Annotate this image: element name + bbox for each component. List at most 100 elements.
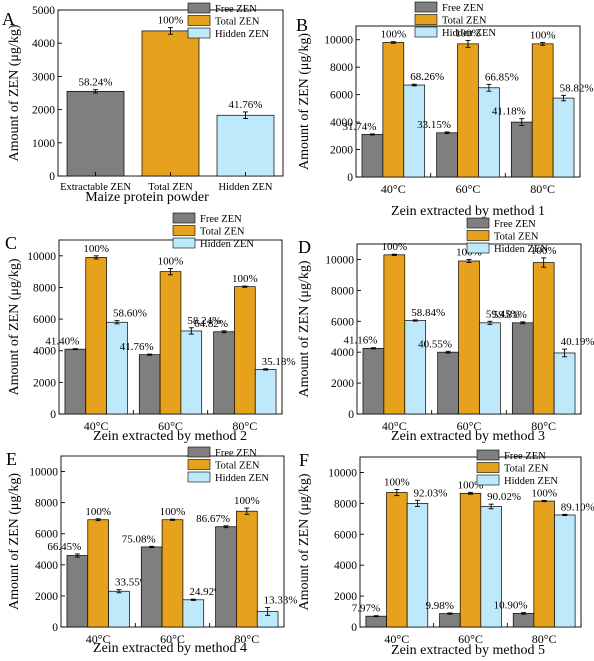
legend-swatch-total: [187, 15, 211, 26]
x-axis-label: Zein extracted by method 1: [391, 204, 545, 219]
y-tick-label: 2000: [35, 591, 58, 603]
x-tick-label: 80°C: [531, 419, 556, 433]
y-tick-label: 0: [348, 409, 354, 421]
bar-free: [140, 546, 163, 628]
data-label: 35.18%: [262, 356, 296, 368]
bar-total: [234, 286, 256, 415]
x-tick-label: 60°C: [457, 419, 482, 433]
data-label: 89.10%: [561, 501, 594, 513]
data-label: 7.97%: [352, 603, 380, 615]
bar-total: [531, 43, 554, 178]
data-label: 100%: [455, 27, 481, 39]
bar-total: [159, 271, 182, 415]
bar-free: [213, 331, 235, 415]
x-tick-label: 80°C: [232, 419, 257, 433]
legend-swatch-hidden: [172, 237, 196, 249]
panel-letter: E: [6, 449, 17, 469]
legend-swatch-free: [476, 449, 500, 461]
y-tick-label: 6000: [334, 529, 357, 541]
y-tick-label: 10000: [324, 35, 353, 47]
legend-label-free: Free ZEN: [200, 214, 242, 225]
legend-label-free: Free ZEN: [504, 451, 546, 462]
bar-total: [141, 30, 200, 177]
y-axis-label: Amount of ZEN (μg/kg): [7, 24, 22, 161]
legend-label-hidden: Hidden ZEN: [215, 29, 269, 40]
panel-letter: F: [299, 450, 309, 470]
bar-free: [512, 613, 535, 628]
y-tick-label: 10000: [325, 254, 354, 266]
bar-free: [365, 615, 387, 628]
bar-total: [87, 519, 109, 628]
bar-free: [437, 351, 459, 415]
y-tick-label: 5000: [32, 5, 55, 17]
data-label: 31.74%: [343, 121, 377, 133]
y-tick-label: 2000: [331, 378, 354, 390]
y-tick-label: 4000: [331, 347, 354, 359]
legend-label-total: Total ZEN: [442, 16, 487, 27]
data-label: 58.24%: [79, 77, 113, 89]
data-label: 100%: [158, 15, 184, 27]
data-label: 86.67%: [196, 513, 230, 525]
y-tick-label: 8000: [331, 285, 354, 297]
y-tick-label: 2000: [334, 591, 357, 603]
data-label: 41.16%: [344, 335, 378, 347]
y-tick-label: 8000: [330, 62, 353, 74]
data-label: 24.92%: [189, 586, 223, 598]
data-label: 66.85%: [485, 71, 519, 83]
x-axis-label: Zein extracted by method 2: [93, 429, 247, 444]
y-tick-label: 10000: [29, 467, 58, 479]
legend-swatch-total: [414, 14, 438, 25]
y-tick-label: 2000: [330, 145, 353, 157]
legend-label-total: Total ZEN: [215, 461, 260, 472]
y-tick-label: 4000: [330, 117, 353, 129]
data-label: 100%: [234, 495, 260, 507]
bar-total: [383, 254, 406, 415]
bar-free: [436, 132, 458, 178]
data-label: 41.76%: [120, 341, 154, 353]
bar-total: [161, 519, 184, 628]
legend-label-total: Total ZEN: [215, 17, 260, 28]
data-label: 100%: [530, 29, 556, 41]
data-label: 100%: [85, 506, 111, 518]
legend-swatch-hidden: [466, 242, 490, 254]
y-tick-label: 0: [347, 172, 353, 184]
data-label: 100%: [531, 245, 557, 257]
bar-hidden: [106, 321, 128, 415]
data-label: 41.40%: [45, 336, 79, 348]
bar-hidden: [553, 352, 576, 415]
y-tick-label: 8000: [334, 498, 357, 510]
y-tick-label: 4000: [32, 38, 55, 50]
data-label: 92.03%: [413, 487, 447, 499]
panel-letter: A: [2, 9, 15, 29]
y-tick-label: 6000: [330, 90, 353, 102]
legend-label-total: Total ZEN: [504, 464, 549, 475]
bar-hidden: [403, 84, 426, 178]
x-tick-label: 60°C: [158, 419, 183, 433]
bar-hidden: [478, 87, 500, 178]
legend-label-hidden: Hidden ZEN: [494, 244, 548, 255]
x-tick-label: 40°C: [382, 419, 407, 433]
legend-label-free: Free ZEN: [442, 3, 484, 14]
data-label: 40.55%: [418, 338, 452, 350]
data-label: 33.15%: [417, 119, 451, 131]
x-tick-label: 40°C: [384, 632, 409, 646]
bar-total: [533, 500, 555, 628]
x-tick-label: 60°C: [458, 632, 483, 646]
y-tick-label: 6000: [33, 314, 56, 326]
y-tick-label: 4000: [334, 560, 357, 572]
y-axis-label: Amount of ZEN (μg/kg): [297, 33, 312, 170]
bar-hidden: [554, 514, 576, 628]
y-tick-label: 0: [351, 622, 357, 634]
y-tick-label: 6000: [35, 529, 58, 541]
data-label: 100%: [160, 506, 186, 518]
legend-swatch-total: [476, 462, 500, 473]
y-tick-label: 10000: [27, 251, 56, 263]
data-label: 13.33%: [264, 595, 298, 607]
bar-total: [85, 257, 107, 415]
data-label: 100%: [531, 487, 557, 499]
x-tick-label: 80°C: [532, 632, 557, 646]
data-label: 33.55%: [115, 577, 149, 589]
bar-free: [439, 613, 461, 628]
legend-swatch-total: [187, 459, 211, 470]
bar-hidden: [108, 590, 130, 628]
